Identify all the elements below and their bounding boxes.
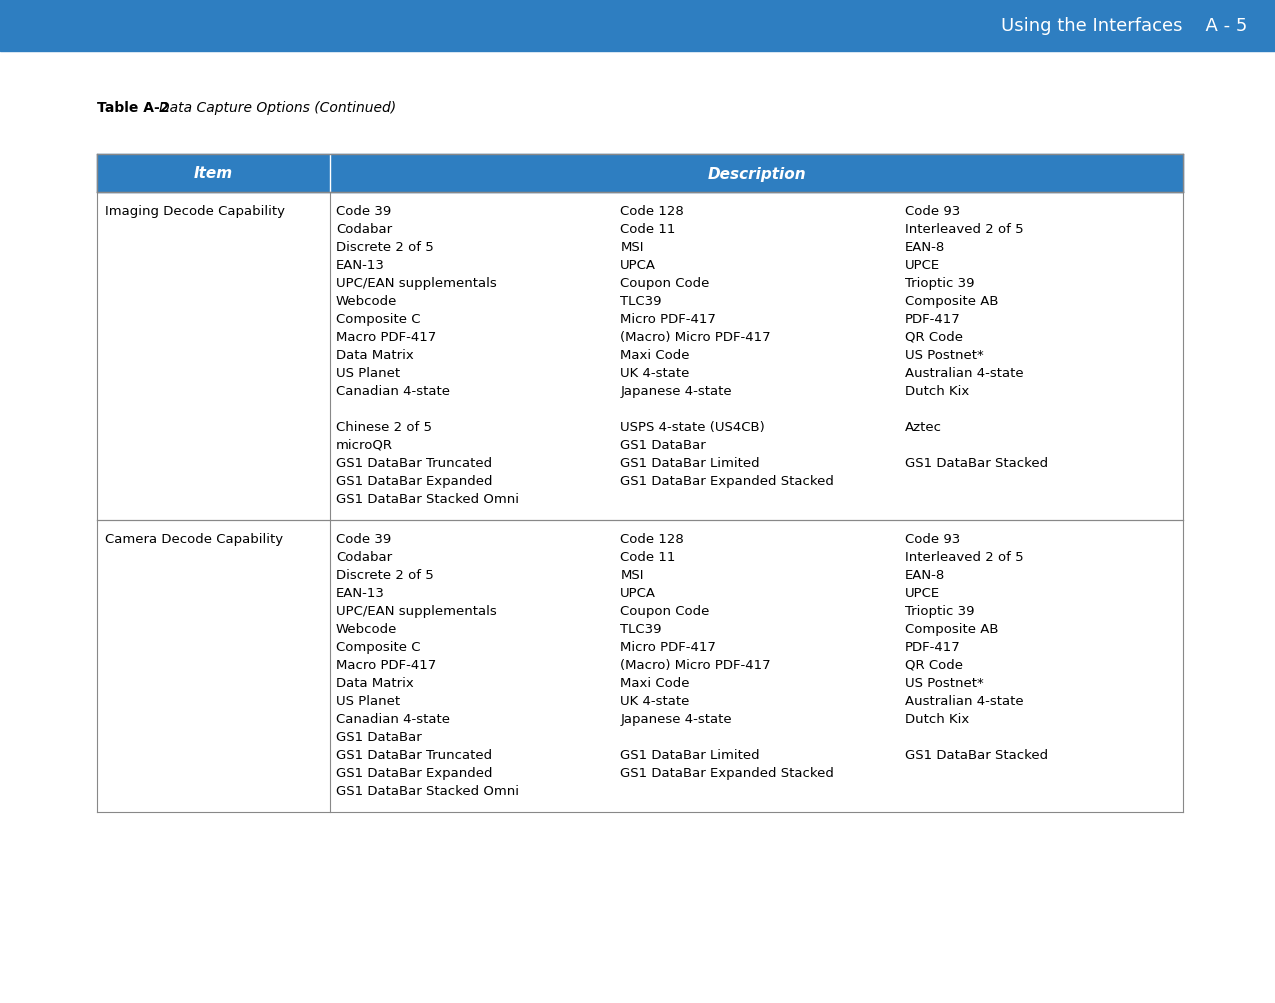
Text: microQR: microQR <box>337 438 393 451</box>
Text: EAN-8: EAN-8 <box>905 569 945 582</box>
Bar <box>97 521 1183 812</box>
Text: UK 4-state: UK 4-state <box>621 367 690 379</box>
Text: UPCA: UPCA <box>621 587 657 600</box>
Text: US Postnet*: US Postnet* <box>905 676 983 689</box>
Text: QR Code: QR Code <box>905 658 963 671</box>
Text: Code 39: Code 39 <box>337 533 391 546</box>
Text: Imaging Decode Capability: Imaging Decode Capability <box>105 205 286 218</box>
Text: Camera Decode Capability: Camera Decode Capability <box>105 533 283 546</box>
Text: GS1 DataBar Truncated: GS1 DataBar Truncated <box>337 456 492 469</box>
Text: Maxi Code: Maxi Code <box>621 676 690 689</box>
Text: Composite AB: Composite AB <box>905 295 998 308</box>
Text: Composite C: Composite C <box>337 640 421 653</box>
Text: UPC/EAN supplementals: UPC/EAN supplementals <box>337 605 497 618</box>
Text: PDF-417: PDF-417 <box>905 313 960 326</box>
Bar <box>97 154 1183 193</box>
Text: Codabar: Codabar <box>337 223 393 236</box>
Text: Code 11: Code 11 <box>621 223 676 236</box>
Text: GS1 DataBar: GS1 DataBar <box>621 438 706 451</box>
Text: Coupon Code: Coupon Code <box>621 277 710 290</box>
Text: Macro PDF-417: Macro PDF-417 <box>337 658 436 671</box>
Text: Code 11: Code 11 <box>621 551 676 564</box>
Text: TLC39: TLC39 <box>621 623 662 635</box>
Text: Data Capture Options (Continued): Data Capture Options (Continued) <box>159 101 397 115</box>
Text: Chinese 2 of 5: Chinese 2 of 5 <box>337 420 432 433</box>
Text: UPCA: UPCA <box>621 259 657 272</box>
Bar <box>0 0 1275 52</box>
Text: US Postnet*: US Postnet* <box>905 349 983 362</box>
Text: Canadian 4-state: Canadian 4-state <box>337 712 450 725</box>
Text: Codabar: Codabar <box>337 551 393 564</box>
Text: MSI: MSI <box>621 241 644 254</box>
Text: GS1 DataBar Expanded: GS1 DataBar Expanded <box>337 766 492 779</box>
Text: GS1 DataBar Limited: GS1 DataBar Limited <box>621 456 760 469</box>
Text: EAN-13: EAN-13 <box>337 259 385 272</box>
Text: GS1 DataBar Truncated: GS1 DataBar Truncated <box>337 748 492 761</box>
Text: Code 93: Code 93 <box>905 205 960 218</box>
Bar <box>97 193 1183 521</box>
Text: PDF-417: PDF-417 <box>905 640 960 653</box>
Text: Canadian 4-state: Canadian 4-state <box>337 384 450 397</box>
Text: Japanese 4-state: Japanese 4-state <box>621 384 732 397</box>
Text: Composite C: Composite C <box>337 313 421 326</box>
Text: UPCE: UPCE <box>905 587 940 600</box>
Text: DRAFT: DRAFT <box>428 357 847 646</box>
Text: Webcode: Webcode <box>337 295 398 308</box>
Text: UK 4-state: UK 4-state <box>621 694 690 707</box>
Text: GS1 DataBar Stacked: GS1 DataBar Stacked <box>905 748 1048 761</box>
Text: Webcode: Webcode <box>337 623 398 635</box>
Text: GS1 DataBar Limited: GS1 DataBar Limited <box>621 748 760 761</box>
Text: Using the Interfaces    A - 5: Using the Interfaces A - 5 <box>1001 17 1247 35</box>
Text: Dutch Kix: Dutch Kix <box>905 712 969 725</box>
Text: Interleaved 2 of 5: Interleaved 2 of 5 <box>905 551 1024 564</box>
Text: US Planet: US Planet <box>337 694 400 707</box>
Text: Trioptic 39: Trioptic 39 <box>905 605 974 618</box>
Text: Item: Item <box>194 166 233 182</box>
Text: TLC39: TLC39 <box>621 295 662 308</box>
Text: GS1 DataBar: GS1 DataBar <box>337 730 422 743</box>
Text: Discrete 2 of 5: Discrete 2 of 5 <box>337 241 434 254</box>
Text: Micro PDF-417: Micro PDF-417 <box>621 640 717 653</box>
Text: Micro PDF-417: Micro PDF-417 <box>621 313 717 326</box>
Text: Maxi Code: Maxi Code <box>621 349 690 362</box>
Text: Composite AB: Composite AB <box>905 623 998 635</box>
Text: UPC/EAN supplementals: UPC/EAN supplementals <box>337 277 497 290</box>
Text: GS1 DataBar Expanded Stacked: GS1 DataBar Expanded Stacked <box>621 474 834 487</box>
Text: Discrete 2 of 5: Discrete 2 of 5 <box>337 569 434 582</box>
Text: GS1 DataBar Stacked: GS1 DataBar Stacked <box>905 456 1048 469</box>
Text: Interleaved 2 of 5: Interleaved 2 of 5 <box>905 223 1024 236</box>
Text: Code 128: Code 128 <box>621 205 685 218</box>
Text: Coupon Code: Coupon Code <box>621 605 710 618</box>
Text: GS1 DataBar Stacked Omni: GS1 DataBar Stacked Omni <box>337 492 519 506</box>
Text: Australian 4-state: Australian 4-state <box>905 694 1024 707</box>
Text: Australian 4-state: Australian 4-state <box>905 367 1024 379</box>
Text: (Macro) Micro PDF-417: (Macro) Micro PDF-417 <box>621 331 771 344</box>
Text: UPCE: UPCE <box>905 259 940 272</box>
Text: US Planet: US Planet <box>337 367 400 379</box>
Text: GS1 DataBar Expanded Stacked: GS1 DataBar Expanded Stacked <box>621 766 834 779</box>
Text: Code 39: Code 39 <box>337 205 391 218</box>
Text: Code 93: Code 93 <box>905 533 960 546</box>
Text: Dutch Kix: Dutch Kix <box>905 384 969 397</box>
Text: Data Matrix: Data Matrix <box>337 676 414 689</box>
Text: QR Code: QR Code <box>905 331 963 344</box>
Text: Code 128: Code 128 <box>621 533 685 546</box>
Text: Description: Description <box>708 166 806 182</box>
Text: Data Matrix: Data Matrix <box>337 349 414 362</box>
Text: Aztec: Aztec <box>905 420 942 433</box>
Text: EAN-13: EAN-13 <box>337 587 385 600</box>
Text: USPS 4-state (US4CB): USPS 4-state (US4CB) <box>621 420 765 433</box>
Text: Japanese 4-state: Japanese 4-state <box>621 712 732 725</box>
Text: GS1 DataBar Expanded: GS1 DataBar Expanded <box>337 474 492 487</box>
Text: Table A-2: Table A-2 <box>97 101 170 115</box>
Text: (Macro) Micro PDF-417: (Macro) Micro PDF-417 <box>621 658 771 671</box>
Text: Macro PDF-417: Macro PDF-417 <box>337 331 436 344</box>
Text: Trioptic 39: Trioptic 39 <box>905 277 974 290</box>
Text: EAN-8: EAN-8 <box>905 241 945 254</box>
Text: GS1 DataBar Stacked Omni: GS1 DataBar Stacked Omni <box>337 784 519 797</box>
Text: MSI: MSI <box>621 569 644 582</box>
